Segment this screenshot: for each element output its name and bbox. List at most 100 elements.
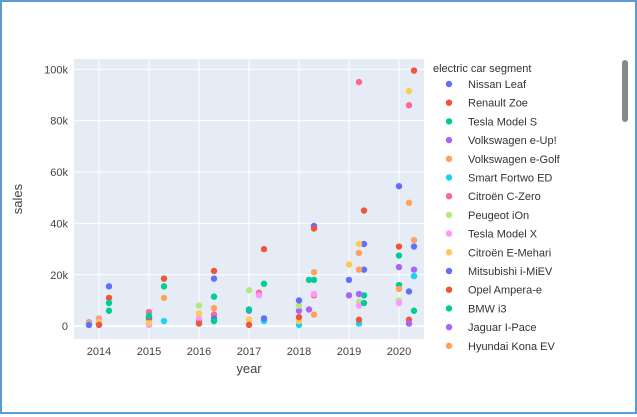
legend-marker[interactable] xyxy=(445,305,453,312)
data-point[interactable] xyxy=(410,243,418,250)
data-point[interactable] xyxy=(360,299,368,307)
data-point[interactable] xyxy=(355,302,363,309)
legend-marker[interactable] xyxy=(445,323,453,331)
data-point[interactable] xyxy=(360,240,368,248)
data-point[interactable] xyxy=(310,276,318,284)
legend-marker[interactable] xyxy=(445,136,453,144)
data-point[interactable] xyxy=(355,249,363,257)
data-point[interactable] xyxy=(145,319,153,326)
legend-item-label[interactable]: Volkswagen e-Up! xyxy=(468,135,557,147)
legend-item-label[interactable]: Tesla Model S xyxy=(468,116,537,128)
data-point[interactable] xyxy=(305,306,313,313)
data-point[interactable] xyxy=(255,292,263,299)
data-point[interactable] xyxy=(85,321,93,329)
data-point[interactable] xyxy=(210,304,218,312)
legend-item-label[interactable]: Citroën E-Mehari xyxy=(468,247,551,259)
data-point[interactable] xyxy=(105,283,113,290)
data-point[interactable] xyxy=(345,292,353,299)
data-point[interactable] xyxy=(395,263,403,271)
data-point[interactable] xyxy=(405,102,413,109)
legend-marker[interactable] xyxy=(445,99,453,106)
data-point[interactable] xyxy=(295,297,303,304)
data-point[interactable] xyxy=(295,313,303,321)
legend-scrollbar-thumb[interactable] xyxy=(622,60,628,122)
legend-marker[interactable] xyxy=(445,286,453,293)
data-point[interactable] xyxy=(395,243,403,250)
legend-marker[interactable] xyxy=(445,80,453,88)
data-point[interactable] xyxy=(395,285,403,293)
data-point[interactable] xyxy=(355,290,363,298)
data-point[interactable] xyxy=(345,276,353,284)
legend-marker[interactable] xyxy=(445,342,453,349)
data-point[interactable] xyxy=(360,207,368,214)
data-point[interactable] xyxy=(260,315,268,322)
legend-marker[interactable] xyxy=(445,230,453,237)
data-point[interactable] xyxy=(410,272,418,280)
legend-item-label[interactable]: Opel Ampera-e xyxy=(468,285,542,297)
data-point[interactable] xyxy=(310,290,318,298)
legend-item-label[interactable]: Mitsubishi i-MiEV xyxy=(468,266,553,278)
data-point[interactable] xyxy=(210,293,218,300)
legend-marker[interactable] xyxy=(445,249,453,256)
data-point[interactable] xyxy=(245,286,253,294)
legend-marker[interactable] xyxy=(445,267,453,275)
data-point[interactable] xyxy=(245,306,253,313)
data-point[interactable] xyxy=(305,276,313,284)
data-point[interactable] xyxy=(195,302,203,309)
legend-marker[interactable] xyxy=(445,118,453,125)
legend-item-label[interactable]: Volkswagen e-Golf xyxy=(468,154,561,166)
data-point[interactable] xyxy=(245,316,253,323)
legend-item-label[interactable]: Citroën C-Zero xyxy=(468,191,541,203)
data-point[interactable] xyxy=(345,261,353,268)
legend-item-label[interactable]: Nissan Leaf xyxy=(468,79,527,91)
data-point[interactable] xyxy=(355,316,363,323)
legend-item-label[interactable]: Peugeot iOn xyxy=(468,210,529,222)
data-point[interactable] xyxy=(105,299,113,307)
data-point[interactable] xyxy=(310,269,318,276)
data-point[interactable] xyxy=(195,320,203,327)
data-point[interactable] xyxy=(360,266,368,273)
data-point[interactable] xyxy=(410,236,418,244)
legend-marker[interactable] xyxy=(445,155,453,162)
legend-item-label[interactable]: Hyundai Kona EV xyxy=(468,341,555,353)
data-point[interactable] xyxy=(195,310,203,317)
data-point[interactable] xyxy=(295,307,303,314)
data-point[interactable] xyxy=(395,299,403,307)
legend-item-label[interactable]: Smart Fortwo ED xyxy=(468,173,552,185)
data-point[interactable] xyxy=(260,280,268,287)
data-point[interactable] xyxy=(260,245,268,253)
legend-marker[interactable] xyxy=(445,211,453,219)
data-point[interactable] xyxy=(355,78,363,86)
data-point[interactable] xyxy=(245,321,253,329)
data-point[interactable] xyxy=(160,283,168,290)
data-point[interactable] xyxy=(410,67,418,74)
data-point[interactable] xyxy=(195,315,203,322)
data-point[interactable] xyxy=(355,240,363,248)
data-point[interactable] xyxy=(360,292,368,299)
data-point[interactable] xyxy=(405,288,413,295)
legend-marker[interactable] xyxy=(445,174,453,181)
data-point[interactable] xyxy=(95,321,103,329)
data-point[interactable] xyxy=(395,252,403,259)
legend-marker[interactable] xyxy=(445,193,453,200)
data-point[interactable] xyxy=(405,199,413,207)
data-point[interactable] xyxy=(310,311,318,318)
legend-item-label[interactable]: BMW i3 xyxy=(468,303,507,315)
legend-item-label[interactable]: Tesla Model X xyxy=(468,229,538,241)
data-point[interactable] xyxy=(405,320,413,327)
data-point[interactable] xyxy=(210,267,218,275)
data-point[interactable] xyxy=(410,266,418,273)
data-point[interactable] xyxy=(160,317,168,325)
data-point[interactable] xyxy=(160,294,168,302)
data-point[interactable] xyxy=(160,275,168,282)
data-point[interactable] xyxy=(310,225,318,232)
data-point[interactable] xyxy=(210,317,218,325)
data-point[interactable] xyxy=(410,307,418,314)
data-point[interactable] xyxy=(405,87,413,95)
legend-item-label[interactable]: Renault Zoe xyxy=(468,98,528,110)
data-point[interactable] xyxy=(395,182,403,190)
data-point[interactable] xyxy=(145,312,153,320)
data-point[interactable] xyxy=(210,275,218,282)
data-point[interactable] xyxy=(295,302,303,309)
data-point[interactable] xyxy=(355,266,363,273)
